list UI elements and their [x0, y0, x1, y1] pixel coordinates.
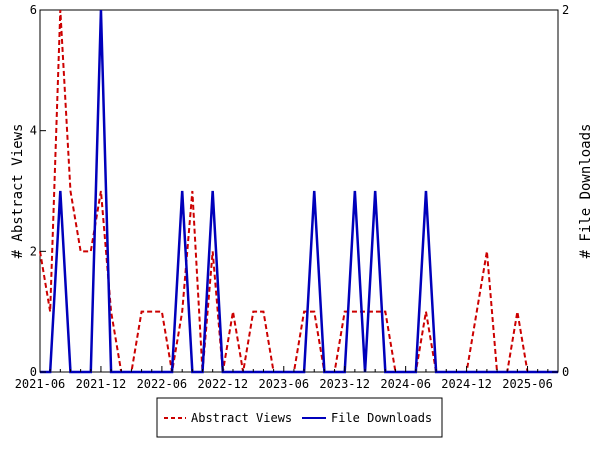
x-tick-label: 2025-06: [502, 377, 553, 391]
y2-tick-label: 2: [562, 3, 569, 17]
x-tick-label: 2023-12: [319, 377, 370, 391]
plot-area: [39, 9, 559, 373]
y-axis-label: # Abstract Views: [10, 124, 26, 259]
y-tick-label: 4: [30, 124, 37, 138]
y-tick-label: 6: [30, 3, 37, 17]
x-tick-label: 2024-06: [380, 377, 431, 391]
y2-axis-label: # File Downloads: [578, 124, 594, 259]
x-tick-label: 2024-12: [441, 377, 492, 391]
x-tick-label: 2021-12: [76, 377, 127, 391]
x-tick-label: 2022-12: [198, 377, 249, 391]
legend-label-file-downloads: File Downloads: [331, 411, 432, 425]
x-tick-label: 2022-06: [137, 377, 188, 391]
legend-label-abstract-views: Abstract Views: [191, 411, 292, 425]
x-tick-label: 2021-06: [15, 377, 66, 391]
y-tick-label: 0: [30, 365, 37, 379]
x-tick-label: 2023-06: [258, 377, 309, 391]
legend: Abstract Views File Downloads: [156, 397, 443, 438]
y2-tick-label: 0: [562, 365, 569, 379]
y-tick-label: 2: [30, 244, 37, 258]
series-line-file-downloads: [40, 9, 558, 374]
